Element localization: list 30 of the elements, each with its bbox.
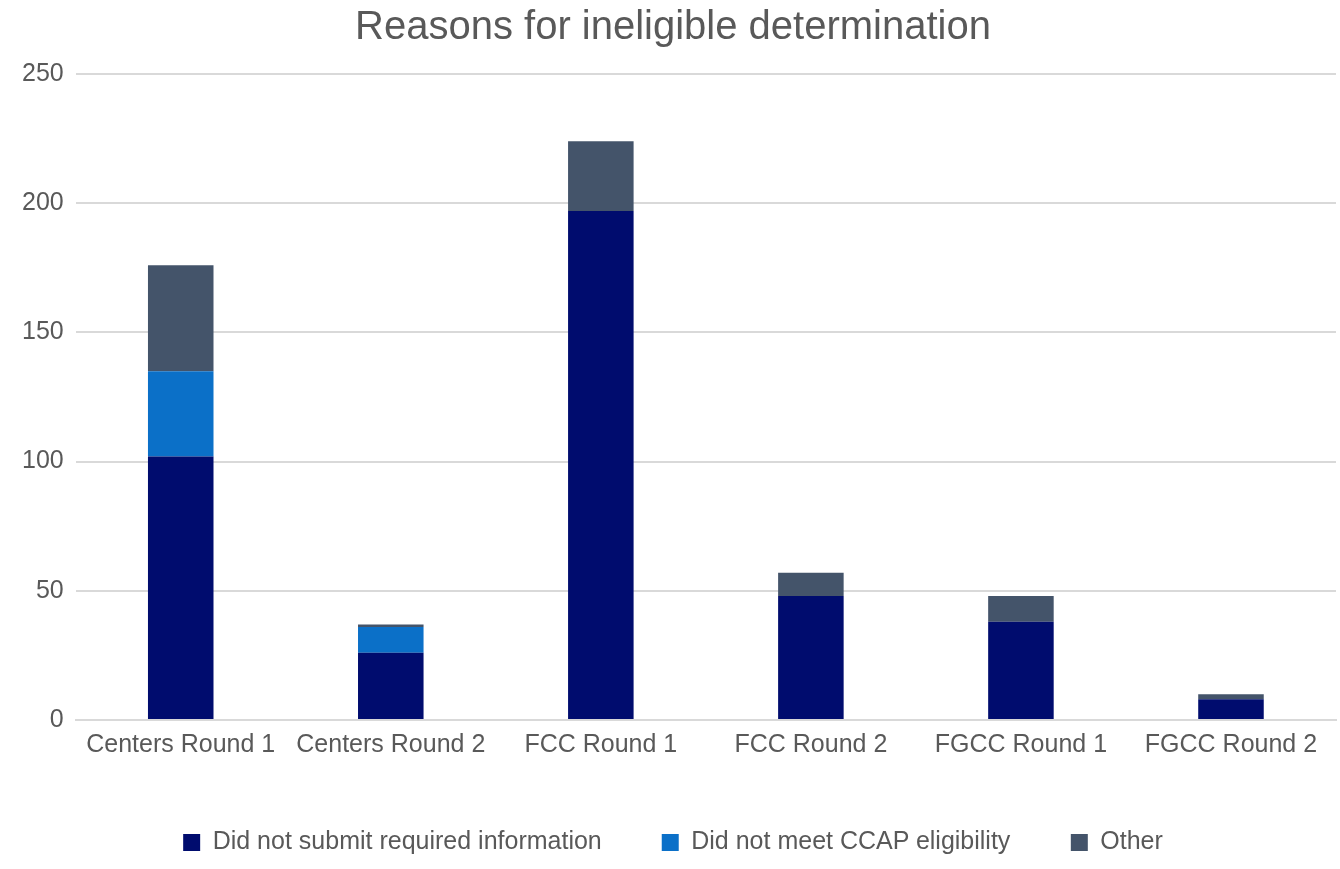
bar bbox=[147, 265, 214, 372]
bar bbox=[358, 626, 424, 653]
chart-title: Reasons for ineligible determination bbox=[355, 3, 991, 48]
y-tick-label: 200 bbox=[21, 187, 64, 216]
bar bbox=[568, 141, 634, 211]
x-tick-label: Centers Round 1 bbox=[86, 728, 276, 757]
x-tick-label: FGCC Round 1 bbox=[934, 728, 1108, 757]
x-tick-label: FCC Round 1 bbox=[524, 728, 678, 757]
bar bbox=[778, 595, 844, 719]
bar bbox=[1198, 699, 1264, 719]
legend-label: Other bbox=[1100, 826, 1163, 855]
bar bbox=[568, 210, 634, 719]
bar bbox=[147, 371, 214, 457]
bar bbox=[1198, 694, 1264, 700]
x-tick-label: Centers Round 2 bbox=[296, 728, 486, 757]
y-tick-label: 0 bbox=[49, 703, 64, 732]
bar bbox=[988, 595, 1054, 622]
y-tick-label: 100 bbox=[21, 445, 64, 474]
bar bbox=[988, 621, 1054, 719]
y-tick-label: 150 bbox=[21, 316, 64, 345]
x-tick-label: FCC Round 2 bbox=[734, 728, 888, 757]
legend-label: Did not meet CCAP eligibility bbox=[691, 826, 1011, 855]
y-tick-label: 250 bbox=[21, 57, 64, 86]
bar bbox=[358, 624, 424, 627]
bar bbox=[147, 456, 214, 719]
y-tick-label: 50 bbox=[35, 574, 64, 603]
bar bbox=[778, 572, 844, 596]
legend-label: Did not submit required information bbox=[212, 826, 602, 855]
bar bbox=[358, 652, 424, 719]
x-tick-label: FGCC Round 2 bbox=[1144, 728, 1318, 757]
